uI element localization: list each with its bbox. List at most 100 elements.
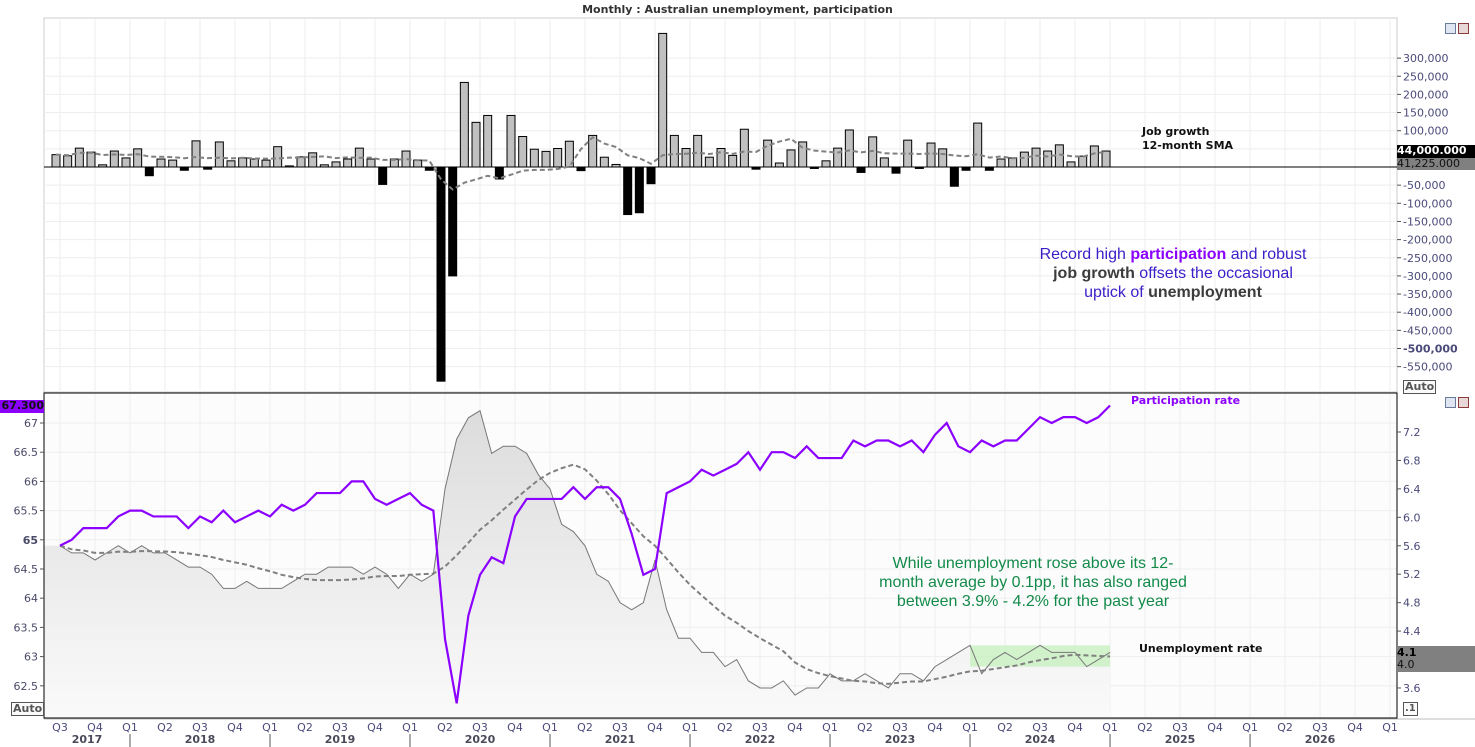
x-quarter-label: Q2 — [717, 721, 733, 734]
job-growth-bar — [86, 151, 96, 168]
x-quarter-label: Q2 — [1277, 721, 1293, 734]
job-growth-bar — [879, 157, 889, 168]
right-tick-label: 6.8 — [1403, 454, 1421, 467]
job-growth-bar — [1066, 161, 1076, 168]
job-growth-bar — [156, 158, 166, 168]
x-quarter-label: Q1 — [1382, 721, 1398, 734]
unemployment-readout: 4.1 — [1397, 646, 1417, 659]
chart-title: Monthly : Australian unemployment, parti… — [582, 3, 893, 16]
job-growth-bar — [51, 154, 61, 168]
x-quarter-label: Q1 — [542, 721, 558, 734]
job-growth-bar — [1043, 150, 1053, 168]
x-year-label: 2019 — [325, 733, 356, 746]
job-growth-bar — [739, 128, 749, 168]
job-growth-bar — [518, 136, 528, 168]
job-growth-bar — [599, 156, 609, 168]
y-tick-label: -200,000 — [1403, 234, 1452, 247]
annotation-text: offsets the occasional — [1134, 265, 1293, 282]
x-quarter-label: Q4 — [647, 721, 663, 734]
top-panel-close-icon[interactable] — [1458, 23, 1469, 34]
x-quarter-label: Q1 — [1242, 721, 1258, 734]
job-growth-bar — [891, 166, 901, 174]
right-axis-scale-button[interactable]: .1 — [1403, 702, 1418, 716]
x-quarter-label: Q1 — [682, 721, 698, 734]
y-tick-label: 100,000 — [1403, 125, 1449, 138]
y-tick-label: 250,000 — [1403, 70, 1449, 83]
job-growth-bar — [623, 166, 633, 216]
job-growth-bar — [459, 81, 469, 168]
job-growth-bar — [249, 158, 259, 168]
participation-line — [59, 404, 1111, 704]
x-year-label: 2026 — [1305, 733, 1336, 746]
unemployment-line — [59, 409, 1111, 696]
y-tick-label: -250,000 — [1403, 252, 1452, 265]
right-tick-label: 5.6 — [1403, 540, 1421, 553]
highlight-band — [970, 645, 1111, 667]
y-tick-label: -150,000 — [1403, 215, 1452, 228]
legend-unemployment-rate: Unemployment rate — [1139, 642, 1263, 655]
job-growth-bar — [938, 148, 948, 168]
legend-participation-rate: Participation rate — [1131, 394, 1241, 407]
job-growth-bar — [331, 161, 341, 168]
job-growth-bar — [1008, 157, 1018, 168]
bottom-panel-close-icon[interactable] — [1458, 397, 1469, 408]
job-growth-bar — [1019, 151, 1029, 168]
job-growth-bar — [681, 147, 691, 168]
job-growth-bar — [273, 146, 283, 168]
x-quarter-label: Q2 — [577, 721, 593, 734]
x-quarter-label: Q3 — [752, 721, 768, 734]
job-growth-bar — [343, 158, 353, 168]
job-growth-bar — [646, 166, 656, 185]
right-tick-label: 7.2 — [1403, 426, 1421, 439]
x-quarter-label: Q2 — [157, 721, 173, 734]
unemployment-readout-box: 4.1 4.0 — [1397, 646, 1475, 672]
top-panel-restore-icon[interactable] — [1445, 23, 1456, 34]
y-tick-label: -400,000 — [1403, 306, 1452, 319]
left-tick-label: 66.5 — [14, 446, 39, 459]
bottom-panel-border — [43, 392, 1398, 719]
top-auto-scale-button[interactable]: Auto — [1403, 380, 1437, 394]
job-growth-bar — [1089, 145, 1099, 168]
bottom-auto-scale-button[interactable]: Auto — [11, 702, 45, 716]
x-year-label: 2025 — [1165, 733, 1196, 746]
job-growth-bar — [506, 114, 516, 168]
annotation-text: and robust — [1226, 246, 1307, 263]
job-growth-bar — [658, 32, 668, 168]
annotation-line: month average by 0.1pp, it has also rang… — [879, 574, 1187, 591]
job-growth-bar — [63, 155, 73, 168]
top-annotation: Record high participation and robust job… — [1013, 245, 1333, 302]
x-quarter-label: Q4 — [1347, 721, 1363, 734]
job-growth-bar — [436, 166, 446, 382]
legend-job-growth: Job growth — [1142, 125, 1210, 138]
top-panel-bg — [43, 17, 1398, 393]
job-growth-bar — [121, 157, 131, 168]
job-growth-bar — [669, 134, 679, 168]
right-tick-label: 5.2 — [1403, 568, 1421, 581]
y-tick-label: 150,000 — [1403, 107, 1449, 120]
job-growth-readout: 44,000.000 — [1397, 145, 1475, 158]
x-quarter-label: Q3 — [1032, 721, 1048, 734]
x-year-label: 2021 — [605, 733, 636, 746]
job-growth-bar — [214, 141, 224, 168]
y-tick-label: -100,000 — [1403, 197, 1452, 210]
job-growth-bar — [774, 162, 784, 168]
job-growth-bar — [261, 159, 271, 168]
y-tick-label: 300,000 — [1403, 52, 1449, 65]
job-growth-bar — [483, 114, 493, 168]
x-quarter-label: Q1 — [122, 721, 138, 734]
legend-sma: 12-month SMA — [1142, 139, 1234, 152]
x-quarter-label: Q4 — [787, 721, 803, 734]
x-quarter-label: Q1 — [402, 721, 418, 734]
x-quarter-label: Q2 — [997, 721, 1013, 734]
bottom-panel-restore-icon[interactable] — [1445, 397, 1456, 408]
unemployment-sma-line — [59, 463, 1111, 685]
x-quarter-label: Q4 — [1207, 721, 1223, 734]
job-growth-bar — [541, 150, 551, 168]
x-quarter-label: Q3 — [472, 721, 488, 734]
x-quarter-label: Q4 — [87, 721, 103, 734]
job-growth-sma-line — [55, 136, 1107, 191]
right-tick-label: 4.4 — [1403, 625, 1421, 638]
left-tick-label: 67 — [24, 417, 38, 430]
job-growth-bar — [308, 152, 318, 168]
